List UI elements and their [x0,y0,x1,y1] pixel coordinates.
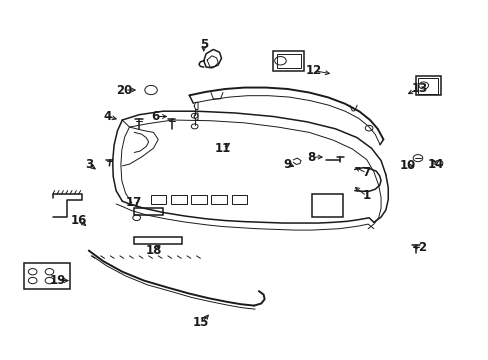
Text: 10: 10 [399,159,415,172]
Text: 5: 5 [199,38,207,51]
Bar [276,54,300,68]
Bar [418,78,437,94]
Bar [171,195,186,204]
Bar [311,194,342,217]
Bar [134,237,182,243]
Bar [211,195,226,204]
Text: 9: 9 [283,158,291,171]
Text: 16: 16 [71,214,87,227]
Text: 8: 8 [307,150,315,163]
Bar [24,263,69,289]
Text: 6: 6 [151,110,160,123]
Bar [415,76,440,95]
Bar [231,195,246,204]
Text: 19: 19 [49,274,66,287]
Text: 7: 7 [362,166,370,179]
Text: 1: 1 [362,189,370,202]
Text: 4: 4 [103,110,112,123]
Bar [134,208,163,215]
Text: 11: 11 [214,142,231,155]
Bar [273,51,304,71]
Text: 17: 17 [126,197,142,210]
Text: 3: 3 [84,158,93,171]
Text: 15: 15 [193,316,209,329]
Bar [151,195,166,204]
Text: 18: 18 [145,244,162,257]
Text: 13: 13 [410,82,427,95]
Text: 20: 20 [116,84,133,96]
Bar [191,195,206,204]
Text: 14: 14 [427,158,444,171]
Text: 2: 2 [417,240,425,253]
Text: 12: 12 [305,64,322,77]
